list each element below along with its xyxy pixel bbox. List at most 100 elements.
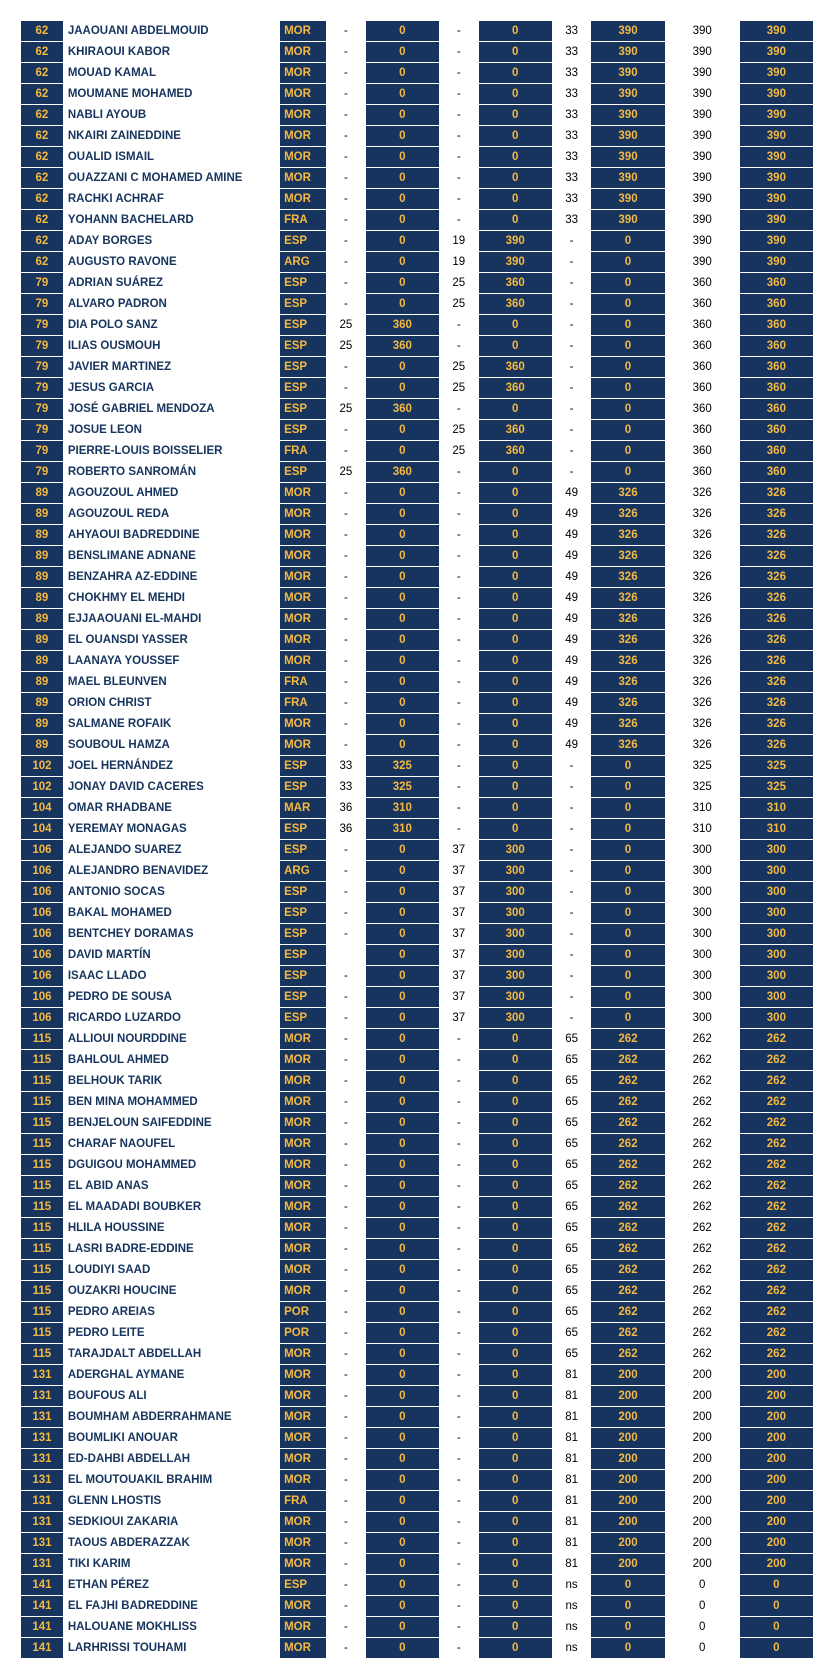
pts1-cell: 360 xyxy=(365,336,439,357)
country-cell: MOR xyxy=(280,1365,327,1386)
pts2-cell: 0 xyxy=(478,1260,552,1281)
num1-cell: - xyxy=(327,672,366,693)
num2-cell: - xyxy=(439,1512,478,1533)
country-cell: ESP xyxy=(280,777,327,798)
pts2-cell: 0 xyxy=(478,105,552,126)
pts1-cell: 0 xyxy=(365,672,439,693)
pts1-cell: 0 xyxy=(365,1092,439,1113)
rank-cell: 102 xyxy=(21,756,64,777)
table-row: 141EL FAJHI BADREDDINEMOR-0-0ns000 xyxy=(21,1596,814,1617)
num1-cell: - xyxy=(327,924,366,945)
rank-cell: 141 xyxy=(21,1638,64,1659)
country-cell: MOR xyxy=(280,735,327,756)
rank-cell: 79 xyxy=(21,294,64,315)
name-cell: YEREMAY MONAGAS xyxy=(63,819,279,840)
pts3-cell: 326 xyxy=(591,546,665,567)
table-row: 131TIKI KARIMMOR-0-081200200200 xyxy=(21,1554,814,1575)
total2-cell: 200 xyxy=(739,1449,813,1470)
table-row: 131GLENN LHOSTISFRA-0-081200200200 xyxy=(21,1491,814,1512)
num1-cell: - xyxy=(327,630,366,651)
num3-cell: 49 xyxy=(552,714,591,735)
num3-cell: 65 xyxy=(552,1113,591,1134)
num2-cell: - xyxy=(439,1050,478,1071)
total2-cell: 262 xyxy=(739,1260,813,1281)
pts3-cell: 262 xyxy=(591,1218,665,1239)
num1-cell: - xyxy=(327,567,366,588)
pts2-cell: 360 xyxy=(478,441,552,462)
name-cell: ADRIAN SUÁREZ xyxy=(63,273,279,294)
num1-cell: - xyxy=(327,378,366,399)
pts3-cell: 262 xyxy=(591,1323,665,1344)
pts1-cell: 0 xyxy=(365,693,439,714)
table-row: 89SOUBOUL HAMZAMOR-0-049326326326 xyxy=(21,735,814,756)
pts2-cell: 360 xyxy=(478,294,552,315)
table-row: 79ROBERTO SANROMÁNESP25360-0-0360360 xyxy=(21,462,814,483)
num2-cell: 25 xyxy=(439,294,478,315)
country-cell: ESP xyxy=(280,336,327,357)
country-cell: MOR xyxy=(280,714,327,735)
total2-cell: 200 xyxy=(739,1470,813,1491)
num2-cell: 25 xyxy=(439,273,478,294)
table-row: 106DAVID MARTÍNESP037300-0300300 xyxy=(21,945,814,966)
num2-cell: - xyxy=(439,42,478,63)
table-row: 115DGUIGOU MOHAMMEDMOR-0-065262262262 xyxy=(21,1155,814,1176)
total1-cell: 325 xyxy=(665,777,739,798)
rank-cell: 62 xyxy=(21,42,64,63)
pts3-cell: 0 xyxy=(591,336,665,357)
pts1-cell: 0 xyxy=(365,1596,439,1617)
num3-cell: 49 xyxy=(552,651,591,672)
total1-cell: 300 xyxy=(665,987,739,1008)
total2-cell: 390 xyxy=(739,210,813,231)
pts1-cell: 0 xyxy=(365,231,439,252)
pts2-cell: 0 xyxy=(478,189,552,210)
name-cell: YOHANN BACHELARD xyxy=(63,210,279,231)
country-cell: MOR xyxy=(280,1134,327,1155)
rank-cell: 62 xyxy=(21,21,64,42)
pts2-cell: 0 xyxy=(478,1239,552,1260)
num3-cell: - xyxy=(552,924,591,945)
pts1-cell: 0 xyxy=(365,504,439,525)
pts1-cell: 0 xyxy=(365,966,439,987)
num2-cell: 25 xyxy=(439,378,478,399)
total2-cell: 262 xyxy=(739,1176,813,1197)
country-cell: MOR xyxy=(280,525,327,546)
num1-cell: - xyxy=(327,735,366,756)
pts1-cell: 0 xyxy=(365,1428,439,1449)
num1-cell: - xyxy=(327,189,366,210)
pts3-cell: 0 xyxy=(591,777,665,798)
country-cell: FRA xyxy=(280,1491,327,1512)
country-cell: MOR xyxy=(280,1281,327,1302)
pts2-cell: 0 xyxy=(478,168,552,189)
pts1-cell: 0 xyxy=(365,630,439,651)
country-cell: MOR xyxy=(280,546,327,567)
num1-cell: - xyxy=(327,966,366,987)
name-cell: ADAY BORGES xyxy=(63,231,279,252)
pts1-cell: 0 xyxy=(365,588,439,609)
total2-cell: 326 xyxy=(739,483,813,504)
table-row: 115LOUDIYI SAADMOR-0-065262262262 xyxy=(21,1260,814,1281)
num3-cell: - xyxy=(552,252,591,273)
pts1-cell: 0 xyxy=(365,1344,439,1365)
pts1-cell: 310 xyxy=(365,819,439,840)
rank-cell: 106 xyxy=(21,924,64,945)
name-cell: EL MAADADI BOUBKER xyxy=(63,1197,279,1218)
num1-cell: 36 xyxy=(327,819,366,840)
pts3-cell: 200 xyxy=(591,1428,665,1449)
pts1-cell: 0 xyxy=(365,1575,439,1596)
name-cell: BEN MINA MOHAMMED xyxy=(63,1092,279,1113)
name-cell: LOUDIYI SAAD xyxy=(63,1260,279,1281)
pts3-cell: 0 xyxy=(591,1638,665,1659)
total1-cell: 262 xyxy=(665,1071,739,1092)
rank-cell: 62 xyxy=(21,84,64,105)
name-cell: PEDRO LEITE xyxy=(63,1323,279,1344)
total1-cell: 325 xyxy=(665,756,739,777)
total1-cell: 262 xyxy=(665,1113,739,1134)
total2-cell: 390 xyxy=(739,84,813,105)
pts3-cell: 326 xyxy=(591,504,665,525)
pts2-cell: 0 xyxy=(478,1344,552,1365)
table-row: 62RACHKI ACHRAFMOR-0-033390390390 xyxy=(21,189,814,210)
pts1-cell: 0 xyxy=(365,1638,439,1659)
num1-cell: - xyxy=(327,42,366,63)
rank-cell: 131 xyxy=(21,1491,64,1512)
pts3-cell: 0 xyxy=(591,1008,665,1029)
